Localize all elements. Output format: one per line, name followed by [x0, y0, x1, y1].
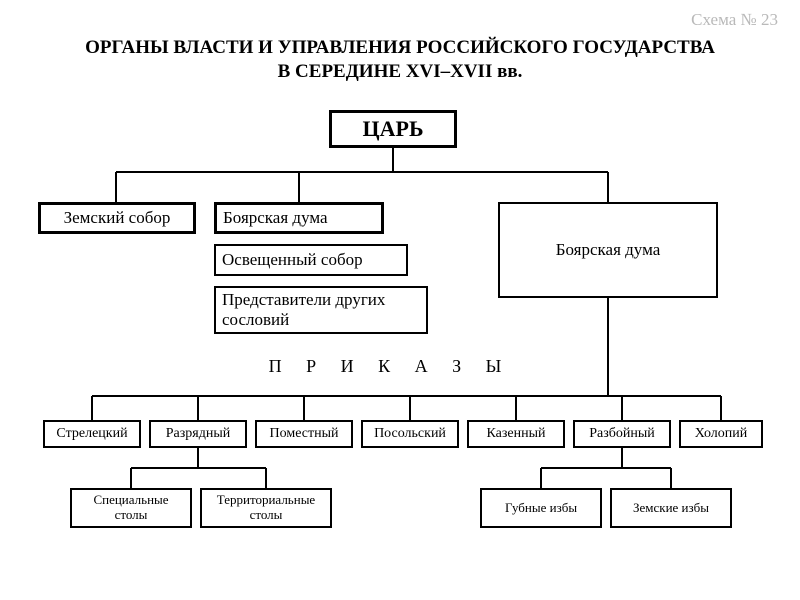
node-b_duma_mid: Боярская дума: [214, 202, 384, 234]
node-zemsky: Земский собор: [38, 202, 196, 234]
node-osv_sobor: Освещенный собор: [214, 244, 408, 276]
node-p2: Разрядный: [149, 420, 247, 448]
node-p1: Стрелецкий: [43, 420, 141, 448]
node-predstav: Представители других сословий: [214, 286, 428, 334]
schema-number: Схема № 23: [691, 10, 778, 30]
node-s3: Губные избы: [480, 488, 602, 528]
node-p6: Разбойный: [573, 420, 671, 448]
node-s4: Земские избы: [610, 488, 732, 528]
node-p3: Поместный: [255, 420, 353, 448]
node-s2: Территориальные столы: [200, 488, 332, 528]
node-s1: Специальные столы: [70, 488, 192, 528]
node-p4: Посольский: [361, 420, 459, 448]
title-line1: ОРГАНЫ ВЛАСТИ И УПРАВЛЕНИЯ РОССИЙСКОГО Г…: [85, 37, 715, 58]
node-b_duma_rt: Боярская дума: [498, 202, 718, 298]
title-line2: В СЕРЕДИНЕ XVI–XVII вв.: [278, 61, 523, 82]
node-prikazy_lbl: П Р И К А З Ы: [260, 356, 520, 380]
node-p7: Холопий: [679, 420, 763, 448]
page-title: ОРГАНЫ ВЛАСТИ И УПРАВЛЕНИЯ РОССИЙСКОГО Г…: [0, 36, 800, 84]
node-p5: Казенный: [467, 420, 565, 448]
node-tsar: ЦАРЬ: [329, 110, 457, 148]
